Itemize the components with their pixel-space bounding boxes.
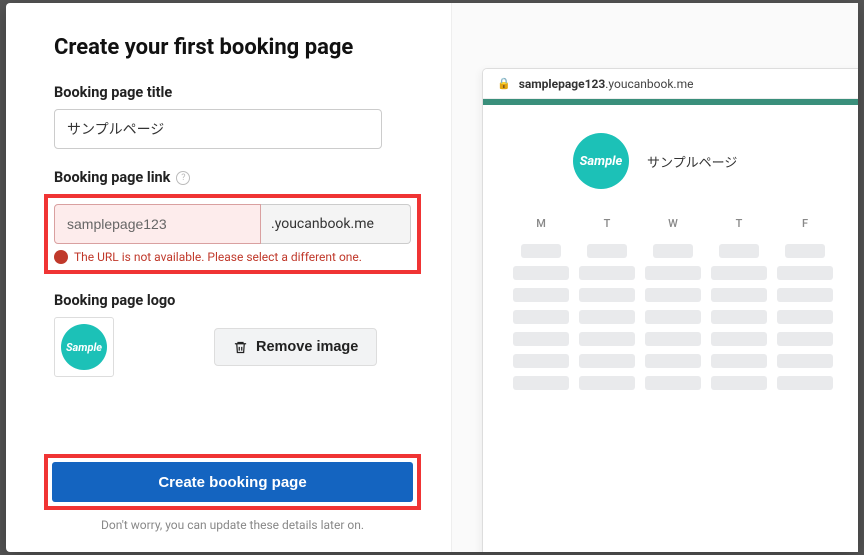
slot — [513, 354, 569, 368]
slot — [513, 288, 569, 302]
slot — [579, 376, 635, 390]
form-pane: Create your first booking page Booking p… — [6, 3, 451, 552]
calendar-header: M T W T F — [513, 217, 833, 230]
create-booking-page-button[interactable]: Create booking page — [52, 462, 413, 502]
slot — [521, 244, 561, 258]
preview-pane: 🔒 samplepage123.youcanbook.me Sample サンプ… — [451, 3, 858, 552]
link-error-row: ! The URL is not available. Please selec… — [54, 250, 411, 264]
slot — [777, 376, 833, 390]
slot — [777, 310, 833, 324]
slot — [579, 288, 635, 302]
day-header: W — [645, 217, 701, 230]
slot — [711, 354, 767, 368]
slot — [777, 354, 833, 368]
slot — [711, 332, 767, 346]
preview-header: Sample サンプルページ — [483, 105, 858, 217]
slot — [579, 310, 635, 324]
slot — [785, 244, 825, 258]
preview-url-domain: .youcanbook.me — [605, 77, 693, 91]
logo-thumbnail[interactable]: Sample — [54, 317, 114, 377]
slot — [645, 332, 701, 346]
title-label: Booking page title — [54, 84, 411, 101]
slot — [645, 354, 701, 368]
day-header: T — [579, 217, 635, 230]
preview-page-title: サンプルページ — [647, 152, 737, 171]
slot — [513, 310, 569, 324]
slot — [645, 376, 701, 390]
link-suffix: .youcanbook.me — [261, 204, 411, 244]
cta-helper-text: Don't worry, you can update these detail… — [54, 518, 411, 532]
preview-url-subdomain: samplepage123 — [519, 77, 606, 91]
preview-calendar: M T W T F — [483, 217, 858, 390]
slot — [579, 332, 635, 346]
trash-icon — [233, 340, 248, 355]
help-icon[interactable]: ? — [176, 171, 190, 185]
modal-heading: Create your first booking page — [54, 35, 411, 60]
remove-image-label: Remove image — [256, 339, 358, 355]
slot — [579, 354, 635, 368]
slot — [513, 332, 569, 346]
day-header: F — [777, 217, 833, 230]
lock-icon: 🔒 — [497, 77, 511, 90]
preview-window: 🔒 samplepage123.youcanbook.me Sample サンプ… — [482, 68, 858, 552]
slot — [711, 310, 767, 324]
slot — [777, 288, 833, 302]
link-error-text: The URL is not available. Please select … — [74, 250, 362, 264]
slot — [711, 288, 767, 302]
link-input[interactable] — [54, 204, 261, 244]
slot — [777, 332, 833, 346]
modal-backdrop: ✕ Create your first booking page Booking… — [0, 0, 864, 555]
slot — [579, 266, 635, 280]
logo-field-group: Booking page logo Sample Remove image — [54, 292, 411, 377]
link-field-group: Booking page link ? .youcanbook.me ! The… — [54, 169, 411, 274]
slot — [645, 310, 701, 324]
logo-row: Sample Remove image — [54, 317, 411, 377]
slot — [513, 376, 569, 390]
slot — [711, 266, 767, 280]
create-booking-modal: ✕ Create your first booking page Booking… — [6, 3, 858, 552]
remove-image-button[interactable]: Remove image — [214, 328, 377, 366]
slot — [645, 266, 701, 280]
cta-highlight-box: Create booking page — [44, 454, 421, 510]
calendar-body — [513, 244, 833, 390]
slot — [777, 266, 833, 280]
slot — [587, 244, 627, 258]
slot — [711, 376, 767, 390]
sample-logo-icon: Sample — [61, 324, 107, 370]
preview-url-bar: 🔒 samplepage123.youcanbook.me — [483, 69, 858, 99]
slot — [513, 266, 569, 280]
link-label: Booking page link ? — [54, 169, 411, 186]
preview-logo-icon: Sample — [573, 133, 629, 189]
slot — [719, 244, 759, 258]
error-icon: ! — [54, 250, 68, 264]
day-header: T — [711, 217, 767, 230]
title-field-group: Booking page title — [54, 84, 411, 149]
slot — [653, 244, 693, 258]
preview-url: samplepage123.youcanbook.me — [519, 77, 694, 91]
slot — [645, 288, 701, 302]
day-header: M — [513, 217, 569, 230]
link-highlight-box: .youcanbook.me ! The URL is not availabl… — [44, 194, 421, 274]
logo-label: Booking page logo — [54, 292, 411, 309]
title-input[interactable] — [54, 109, 382, 149]
link-label-text: Booking page link — [54, 169, 170, 186]
link-input-row: .youcanbook.me — [54, 204, 411, 244]
cta-section: Create booking page Don't worry, you can… — [54, 454, 411, 532]
